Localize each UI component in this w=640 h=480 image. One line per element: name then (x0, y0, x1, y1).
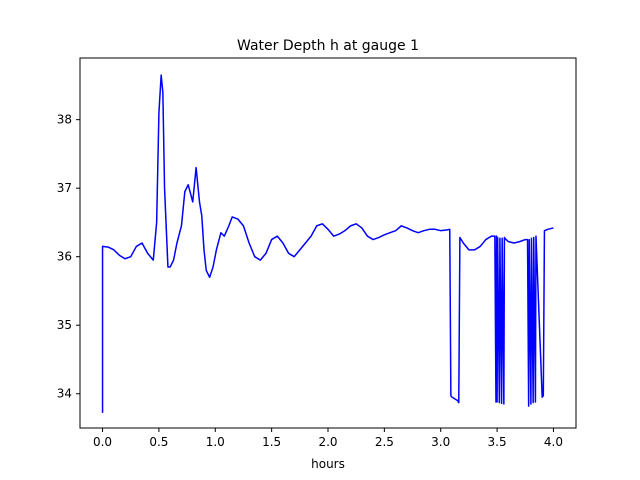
y-tick-label: 35 (57, 318, 72, 332)
x-axis: 0.0 0.5 1.0 1.5 2.0 2.5 3.0 3.5 4.0 (93, 428, 563, 449)
y-tick-label: 37 (57, 181, 72, 195)
x-axis-label: hours (311, 457, 345, 471)
y-tick-label: 34 (57, 387, 72, 401)
x-tick-label: 2.0 (318, 435, 337, 449)
x-tick-label: 3.0 (431, 435, 450, 449)
x-tick-label: 4.0 (544, 435, 563, 449)
y-axis: 34 35 36 37 38 (57, 113, 80, 401)
x-tick-label: 1.0 (206, 435, 225, 449)
y-tick-label: 38 (57, 113, 72, 127)
x-tick-label: 0.0 (93, 435, 112, 449)
x-tick-label: 1.5 (262, 435, 281, 449)
series-line-1 (101, 74, 554, 413)
x-tick-label: 3.5 (488, 435, 507, 449)
series-group (101, 74, 554, 413)
x-tick-label: 0.5 (149, 435, 168, 449)
x-tick-label: 2.5 (375, 435, 394, 449)
chart-title: Water Depth h at gauge 1 (237, 38, 419, 54)
y-tick-label: 36 (57, 250, 72, 264)
